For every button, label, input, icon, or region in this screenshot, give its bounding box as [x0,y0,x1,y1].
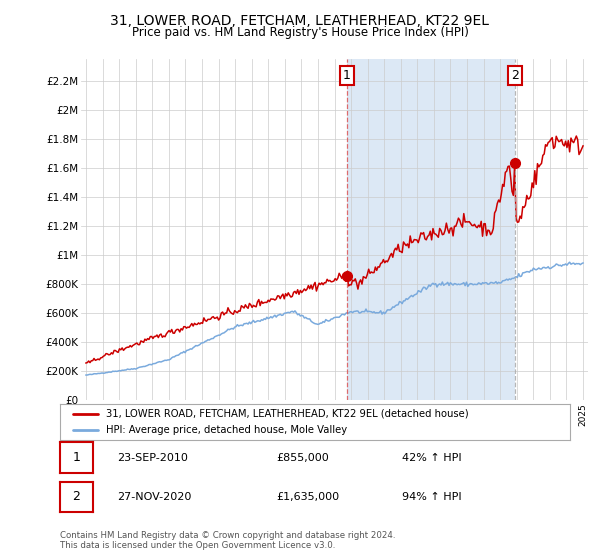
Text: 1: 1 [73,451,80,464]
Text: 42% ↑ HPI: 42% ↑ HPI [402,453,461,463]
Text: 2: 2 [73,491,80,503]
Text: Contains HM Land Registry data © Crown copyright and database right 2024.
This d: Contains HM Land Registry data © Crown c… [60,530,395,550]
Text: 31, LOWER ROAD, FETCHAM, LEATHERHEAD, KT22 9EL (detached house): 31, LOWER ROAD, FETCHAM, LEATHERHEAD, KT… [106,409,469,419]
Text: 2: 2 [511,69,519,82]
Text: 23-SEP-2010: 23-SEP-2010 [117,453,188,463]
Text: £1,635,000: £1,635,000 [276,492,339,502]
Bar [347,59,515,400]
Text: 94% ↑ HPI: 94% ↑ HPI [402,492,461,502]
Text: £855,000: £855,000 [276,453,329,463]
Text: 27-NOV-2020: 27-NOV-2020 [117,492,191,502]
Text: Price paid vs. HM Land Registry's House Price Index (HPI): Price paid vs. HM Land Registry's House … [131,26,469,39]
Text: 1: 1 [343,69,350,82]
Text: 31, LOWER ROAD, FETCHAM, LEATHERHEAD, KT22 9EL: 31, LOWER ROAD, FETCHAM, LEATHERHEAD, KT… [110,14,490,28]
Text: HPI: Average price, detached house, Mole Valley: HPI: Average price, detached house, Mole… [106,425,347,435]
